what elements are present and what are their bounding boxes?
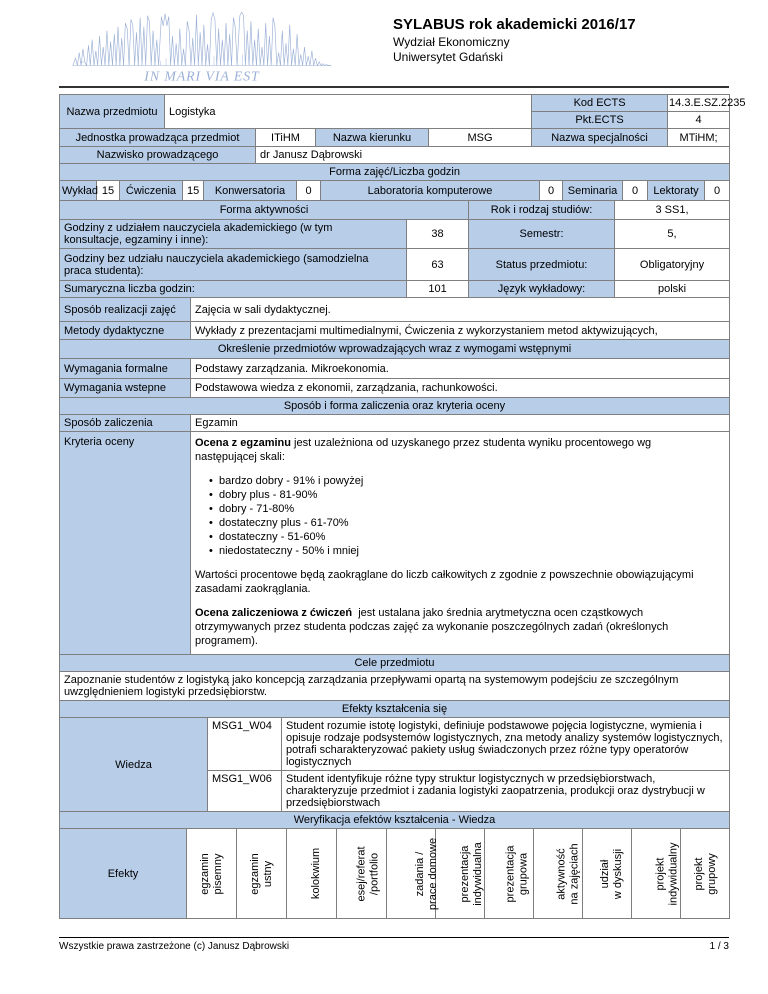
- svg-text:IN MARI VIA EST: IN MARI VIA EST: [143, 68, 260, 83]
